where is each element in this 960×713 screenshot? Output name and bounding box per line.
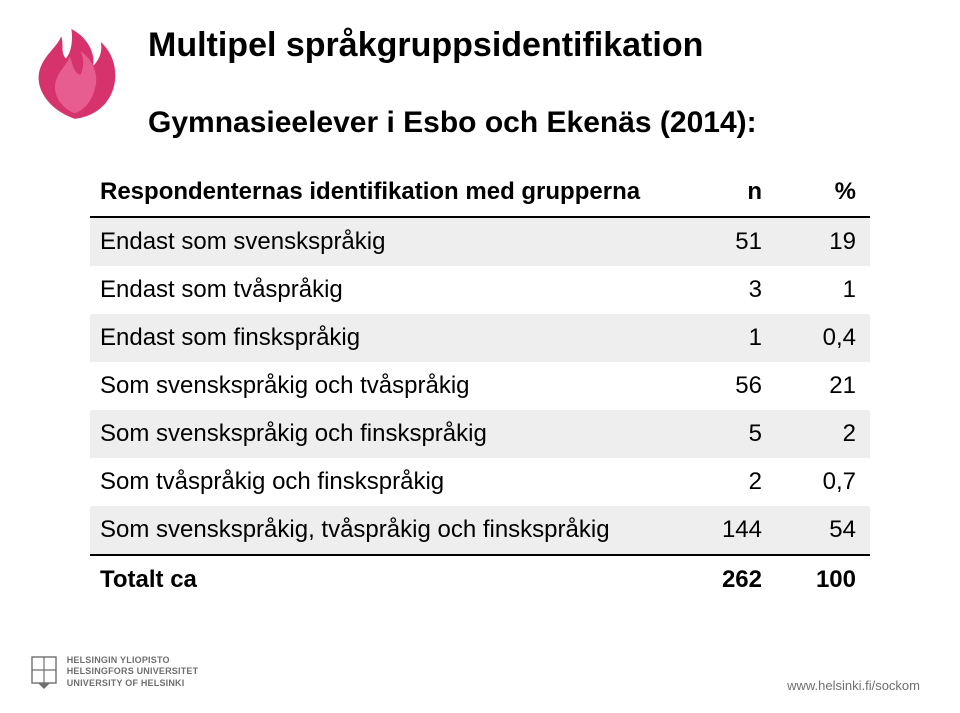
row-label: Som svenskspråkig och tvåspråkig — [90, 362, 682, 410]
row-label: Som svenskspråkig, tvåspråkig och finsks… — [90, 506, 682, 555]
footer-line1: HELSINGIN YLIOPISTO — [67, 655, 199, 666]
slide-subtitle: Gymnasieelever i Esbo och Ekenäs (2014): — [148, 106, 757, 140]
row-label: Endast som svenskspråkig — [90, 217, 682, 266]
total-label: Totalt ca — [90, 555, 682, 604]
table-row: Som svenskspråkig, tvåspråkig och finsks… — [90, 506, 870, 555]
header-n: n — [682, 168, 776, 217]
total-n: 262 — [682, 555, 776, 604]
table-row: Som tvåspråkig och finskspråkig 2 0,7 — [90, 458, 870, 506]
table-header-row: Respondenternas identifikation med grupp… — [90, 168, 870, 217]
header-label: Respondenternas identifikation med grupp… — [90, 168, 682, 217]
row-label: Som tvåspråkig och finskspråkig — [90, 458, 682, 506]
row-pct: 0,7 — [776, 458, 870, 506]
row-n: 3 — [682, 266, 776, 314]
row-label: Endast som finskspråkig — [90, 314, 682, 362]
total-pct: 100 — [776, 555, 870, 604]
row-n: 1 — [682, 314, 776, 362]
table-row: Som svenskspråkig och finskspråkig 5 2 — [90, 410, 870, 458]
footer-line3: UNIVERSITY OF HELSINKI — [67, 678, 199, 689]
row-pct: 2 — [776, 410, 870, 458]
row-pct: 21 — [776, 362, 870, 410]
slide-title: Multipel språkgruppsidentifikation — [148, 26, 703, 65]
row-n: 2 — [682, 458, 776, 506]
row-pct: 54 — [776, 506, 870, 555]
row-pct: 1 — [776, 266, 870, 314]
table-row: Endast som svenskspråkig 51 19 — [90, 217, 870, 266]
row-pct: 19 — [776, 217, 870, 266]
row-label: Endast som tvåspråkig — [90, 266, 682, 314]
row-pct: 0,4 — [776, 314, 870, 362]
table-row: Endast som finskspråkig 1 0,4 — [90, 314, 870, 362]
row-n: 51 — [682, 217, 776, 266]
table-row: Endast som tvåspråkig 3 1 — [90, 266, 870, 314]
footer-url: www.helsinki.fi/sockom — [787, 678, 920, 693]
slide: Multipel språkgruppsidentifikation Gymna… — [0, 0, 960, 713]
university-logo: HELSINGIN YLIOPISTO HELSINGFORS UNIVERSI… — [30, 655, 198, 689]
row-n: 5 — [682, 410, 776, 458]
row-label: Som svenskspråkig och finskspråkig — [90, 410, 682, 458]
row-n: 56 — [682, 362, 776, 410]
row-n: 144 — [682, 506, 776, 555]
table-total-row: Totalt ca 262 100 — [90, 555, 870, 604]
header-pct: % — [776, 168, 870, 217]
table-row: Som svenskspråkig och tvåspråkig 56 21 — [90, 362, 870, 410]
identification-table: Respondenternas identifikation med grupp… — [90, 168, 870, 604]
footer-line2: HELSINGFORS UNIVERSITET — [67, 666, 199, 677]
flame-icon — [20, 18, 130, 128]
